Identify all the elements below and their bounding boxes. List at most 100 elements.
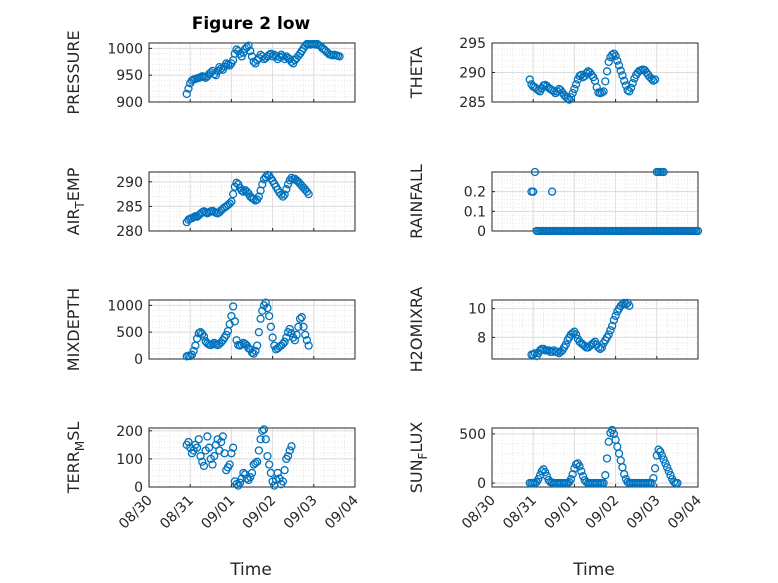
data-point: [647, 478, 656, 488]
data-point: [256, 435, 265, 444]
data-point: [287, 329, 296, 338]
data-point: [225, 199, 234, 208]
data-point: [278, 339, 288, 349]
data-point: [290, 336, 300, 345]
data-point: [261, 298, 270, 307]
data-point: [626, 83, 636, 92]
axes-box: [148, 171, 356, 232]
data-point: [228, 189, 238, 199]
data-point: [285, 324, 294, 334]
subplot-5: 0 500 1000 MIXDEPTH: [64, 288, 356, 371]
data-point: [252, 457, 262, 466]
data-point: [673, 478, 682, 488]
data-point: [182, 89, 191, 99]
data-point: [227, 449, 236, 458]
data-point: [530, 167, 540, 177]
data-point: [568, 470, 577, 479]
data-point: [659, 455, 668, 464]
x-axis-label-right: Time: [572, 560, 615, 580]
data-point: [647, 74, 656, 84]
data-point: [587, 70, 596, 80]
y-axis-label: THETA: [407, 47, 426, 99]
data-point: [650, 464, 660, 473]
data-point: [239, 187, 248, 196]
data-point: [282, 185, 291, 194]
data-point: [283, 180, 293, 189]
data-point: [537, 467, 546, 476]
subplot-2: 285 290 295 THETA: [407, 36, 699, 111]
data-point: [542, 472, 552, 481]
y-tick-label: 290: [116, 175, 143, 191]
data-point: [256, 314, 265, 323]
y-tick-label: 500: [116, 325, 143, 341]
data-point: [283, 451, 293, 461]
data-point: [601, 77, 610, 86]
data-point: [277, 190, 286, 199]
data-point: [609, 315, 619, 325]
data-point: [301, 330, 310, 340]
axes-box: [148, 42, 356, 103]
data-point: [602, 67, 612, 76]
data-point: [251, 458, 260, 468]
subplot-1: 900 950 1000 PRESSURE: [64, 30, 356, 115]
data-point: [254, 192, 264, 201]
data-point: [258, 180, 267, 189]
data-point: [571, 80, 581, 89]
y-axis-label: H2OMIXRA: [407, 287, 426, 373]
data-point: [278, 477, 288, 486]
y-tick-label: 1000: [107, 298, 143, 314]
data-point: [661, 459, 670, 468]
axes-box: [148, 427, 356, 488]
data-point: [292, 330, 301, 340]
data-point: [297, 313, 306, 322]
data-point: [578, 472, 588, 481]
data-point: [302, 336, 312, 345]
y-tick-label: 290: [459, 66, 486, 82]
data-point: [662, 463, 672, 472]
data-point: [227, 197, 236, 206]
axes-box: [148, 299, 356, 360]
data-point: [228, 443, 238, 452]
figure-title: Figure 2 low: [192, 14, 311, 34]
y-tick-label: 0.2: [464, 185, 486, 201]
data-point: [594, 343, 603, 352]
data-point: [611, 51, 620, 61]
data-point: [577, 467, 586, 476]
data-point: [616, 66, 625, 75]
data-point: [246, 46, 255, 56]
data-point: [225, 460, 234, 469]
plot-area: [492, 172, 698, 231]
data-point: [657, 451, 667, 460]
data-point: [228, 302, 238, 311]
data-point: [237, 52, 246, 61]
data-point: [618, 71, 627, 80]
data-point: [252, 341, 262, 350]
data-point: [230, 317, 239, 326]
data-point: [251, 346, 260, 356]
data-point: [609, 429, 619, 439]
x-axis-label-left: Time: [229, 560, 272, 580]
data-point: [199, 461, 209, 471]
data-point: [625, 301, 634, 310]
data-point: [246, 473, 255, 482]
data-point: [566, 93, 576, 102]
y-tick-label: 0.1: [464, 204, 486, 220]
data-point: [263, 303, 272, 313]
y-axis-label: AIRTEMP: [64, 167, 87, 235]
y-tick-label: 100: [116, 452, 143, 468]
subplot-6: 8 10 H2OMIXRA: [407, 287, 699, 373]
y-tick-label: 0: [477, 224, 486, 240]
y-tick-label: 0: [134, 352, 143, 368]
data-point: [666, 471, 675, 480]
subplot-3: 280 285 290 AIRTEMP: [64, 167, 356, 240]
data-point: [599, 87, 608, 96]
data-point: [249, 194, 258, 204]
data-point: [659, 167, 668, 177]
data-point: [608, 425, 617, 435]
y-axis-label: SUNFLUX: [407, 422, 430, 494]
data-point: [693, 226, 703, 236]
data-point: [656, 447, 665, 456]
data-point: [664, 467, 673, 476]
